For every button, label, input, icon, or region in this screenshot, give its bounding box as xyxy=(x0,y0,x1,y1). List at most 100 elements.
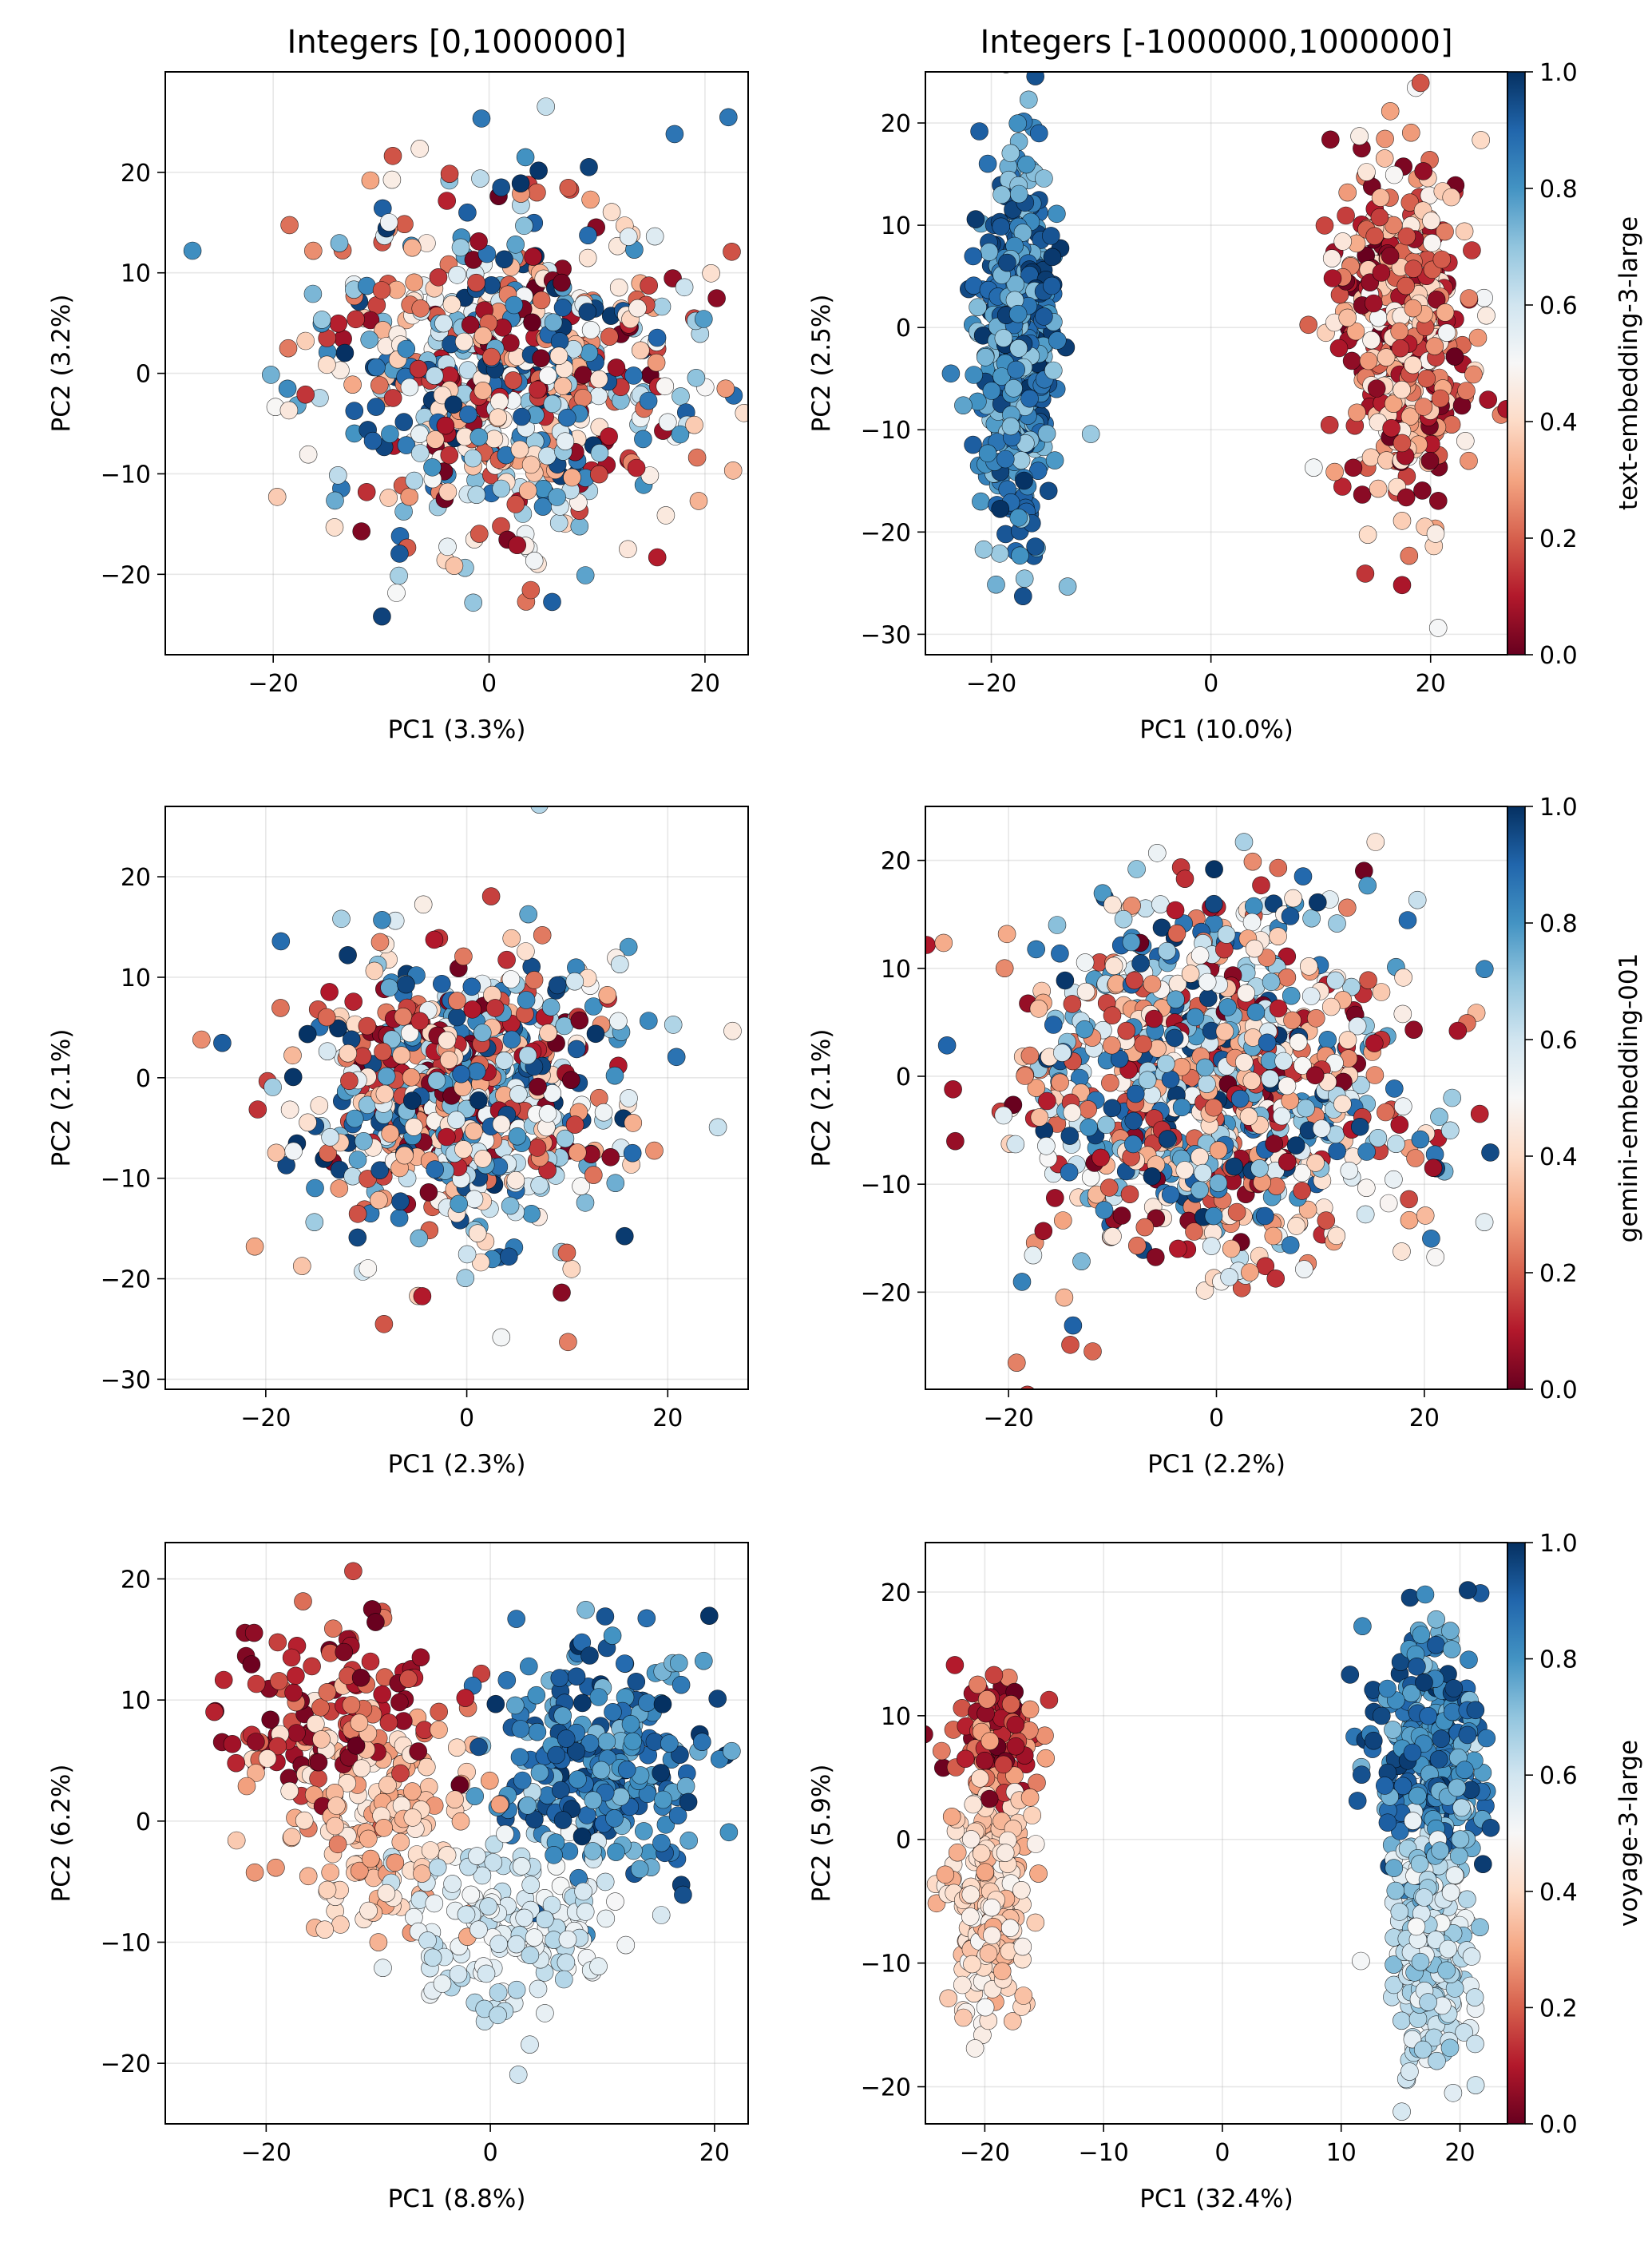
scatter-point xyxy=(1044,361,1063,380)
scatter-point xyxy=(1353,1765,1371,1784)
scatter-point xyxy=(1465,1988,1484,2006)
scatter-point xyxy=(1034,1222,1053,1241)
x-tick-label: 0 xyxy=(481,670,497,698)
scatter-point xyxy=(1245,939,1264,958)
scatter-point xyxy=(343,375,362,394)
x-tick-label: −10 xyxy=(1079,2139,1129,2167)
scatter-point xyxy=(602,203,621,221)
scatter-point xyxy=(567,1667,586,1686)
scatter-point xyxy=(586,1024,605,1044)
scatter-point xyxy=(624,1114,643,1132)
scatter-point xyxy=(502,929,521,948)
scatter-point xyxy=(1013,1937,1032,1956)
scatter-point xyxy=(440,164,459,183)
scatter-point xyxy=(576,1903,595,1921)
scatter-point xyxy=(609,278,628,297)
scatter-point xyxy=(1432,1729,1451,1748)
scatter-point xyxy=(671,1675,691,1694)
scatter-point xyxy=(444,395,463,414)
scatter-point xyxy=(1138,1071,1157,1089)
scatter-point xyxy=(340,1072,359,1091)
scatter-point xyxy=(699,1606,719,1625)
scatter-point xyxy=(972,492,990,511)
scatter-point xyxy=(1318,1031,1337,1049)
scatter-point xyxy=(402,1091,422,1110)
scatter-point xyxy=(1048,916,1067,934)
scatter-point xyxy=(1209,1141,1228,1159)
scatter-point xyxy=(482,347,501,366)
scatter-point xyxy=(553,1283,571,1302)
y-tick-label: 0 xyxy=(136,361,151,389)
scatter-point xyxy=(561,1071,580,1089)
scatter-point xyxy=(326,1816,344,1836)
scatter-point xyxy=(429,267,448,287)
scatter-point xyxy=(247,1764,265,1782)
scatter-point xyxy=(590,443,609,462)
scatter-point xyxy=(223,1735,242,1753)
scatter-point xyxy=(1122,933,1141,952)
scatter-point xyxy=(689,492,708,510)
scatter-point xyxy=(669,1654,688,1673)
y-tick-label: 0 xyxy=(896,315,911,343)
scatter-point xyxy=(578,248,597,267)
scatter-point xyxy=(506,235,525,254)
scatter-point xyxy=(1234,833,1254,851)
scatter-point xyxy=(1235,1053,1254,1072)
scatter-point xyxy=(1305,1066,1325,1085)
scatter-point xyxy=(536,2004,554,2022)
scatter-point xyxy=(287,1724,306,1742)
scatter-point xyxy=(1393,1777,1412,1796)
scatter-point xyxy=(1362,331,1381,350)
scatter-point xyxy=(1246,1003,1266,1021)
scatter-point xyxy=(1008,1353,1026,1372)
scatter-point xyxy=(299,445,318,464)
scatter-point xyxy=(480,1771,499,1790)
scatter-point xyxy=(648,328,667,347)
scatter-point xyxy=(339,1044,358,1063)
scatter-point xyxy=(515,1908,534,1927)
scatter-point xyxy=(617,1761,636,1779)
scatter-point xyxy=(318,1880,337,1899)
scatter-point xyxy=(205,1702,224,1721)
scatter-point xyxy=(553,298,572,317)
scatter-point xyxy=(1396,488,1416,507)
scatter-point xyxy=(1419,1993,1437,2011)
colorbar-tick-label: 0.8 xyxy=(1539,910,1578,938)
scatter-point xyxy=(637,1609,656,1628)
scatter-point xyxy=(432,975,451,993)
scatter-point xyxy=(469,232,488,251)
scatter-point xyxy=(423,1948,442,1967)
scatter-point xyxy=(978,444,997,463)
scatter-point xyxy=(584,1842,602,1860)
scatter-point xyxy=(518,481,537,500)
scatter-point xyxy=(258,1749,277,1768)
scatter-point xyxy=(1468,328,1488,347)
scatter-point xyxy=(469,1920,488,1939)
scatter-point xyxy=(280,1781,299,1800)
scatter-point xyxy=(1076,982,1095,1001)
scatter-point xyxy=(645,1141,664,1160)
scatter-point xyxy=(612,1788,630,1806)
scatter-point xyxy=(607,358,626,377)
scatter-point xyxy=(679,1831,699,1850)
scatter-point xyxy=(1443,1640,1461,1658)
scatter-point xyxy=(1431,389,1450,408)
scatter-point xyxy=(465,1190,484,1209)
scatter-point xyxy=(1411,73,1430,93)
y-tick-label: −10 xyxy=(861,1951,911,1979)
scatter-point xyxy=(1384,394,1403,414)
scatter-point xyxy=(521,2035,539,2054)
scatter-point xyxy=(485,430,504,449)
scatter-point xyxy=(509,2066,528,2084)
scatter-point xyxy=(213,1033,232,1052)
scatter-point xyxy=(284,1142,303,1161)
scatter-point xyxy=(977,1690,996,1709)
x-tick-label: 0 xyxy=(1214,2139,1230,2167)
scatter-point xyxy=(964,435,982,454)
scatter-point xyxy=(1166,901,1185,920)
scatter-point xyxy=(619,540,637,559)
y-tick-label: −10 xyxy=(861,1171,911,1199)
axes-frame xyxy=(164,71,749,656)
scatter-point xyxy=(443,1875,462,1893)
